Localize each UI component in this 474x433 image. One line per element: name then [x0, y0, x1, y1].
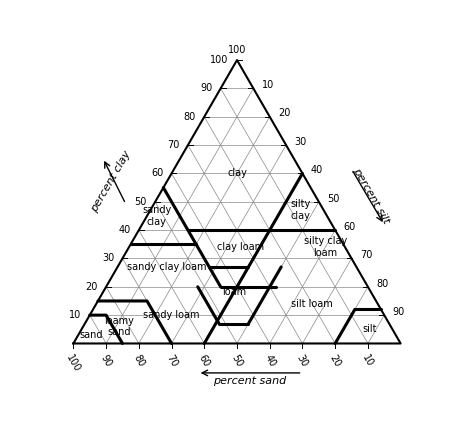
Text: 80: 80 — [184, 112, 196, 122]
Text: sandy clay loam: sandy clay loam — [127, 262, 206, 272]
Text: 90: 90 — [392, 307, 405, 317]
Text: silty clay
loam: silty clay loam — [304, 236, 347, 258]
Text: 60: 60 — [343, 222, 356, 232]
Text: 100: 100 — [228, 45, 246, 55]
Text: sand: sand — [80, 330, 103, 340]
Text: sandy
clay: sandy clay — [142, 205, 172, 227]
Text: 60: 60 — [151, 168, 164, 178]
Text: percent sand: percent sand — [213, 376, 287, 386]
Text: 20: 20 — [278, 109, 290, 119]
Text: silt loam: silt loam — [292, 299, 333, 309]
Text: 70: 70 — [167, 140, 180, 150]
Text: loam: loam — [222, 288, 246, 297]
Text: 20: 20 — [328, 353, 343, 369]
Text: 10: 10 — [262, 80, 274, 90]
Text: 40: 40 — [262, 353, 277, 369]
Text: 90: 90 — [200, 84, 212, 94]
Text: 80: 80 — [131, 353, 146, 369]
Text: sandy loam: sandy loam — [143, 310, 200, 320]
Text: 90: 90 — [99, 353, 113, 369]
Text: 40: 40 — [310, 165, 323, 175]
Text: 100: 100 — [210, 55, 229, 65]
Text: 30: 30 — [295, 353, 310, 369]
Text: clay loam: clay loam — [217, 242, 264, 252]
Text: 20: 20 — [85, 282, 98, 292]
Text: 10: 10 — [361, 353, 375, 369]
Text: 50: 50 — [229, 353, 245, 369]
Text: 30: 30 — [294, 137, 307, 147]
Text: percent clay: percent clay — [90, 149, 133, 213]
Text: 10: 10 — [69, 310, 82, 320]
Text: 50: 50 — [327, 194, 339, 204]
Text: 100: 100 — [64, 353, 82, 374]
Text: 70: 70 — [360, 250, 372, 260]
Text: 30: 30 — [102, 253, 114, 263]
Text: 60: 60 — [197, 353, 212, 369]
Text: 80: 80 — [376, 278, 388, 288]
Text: silt: silt — [362, 324, 377, 334]
Text: clay: clay — [227, 168, 247, 178]
Text: 40: 40 — [118, 225, 131, 235]
Text: percent silt: percent silt — [351, 165, 391, 225]
Text: 70: 70 — [164, 353, 179, 369]
Text: loamy
sand: loamy sand — [104, 316, 134, 337]
Text: silty
clay: silty clay — [291, 200, 311, 221]
Text: 50: 50 — [135, 197, 147, 207]
